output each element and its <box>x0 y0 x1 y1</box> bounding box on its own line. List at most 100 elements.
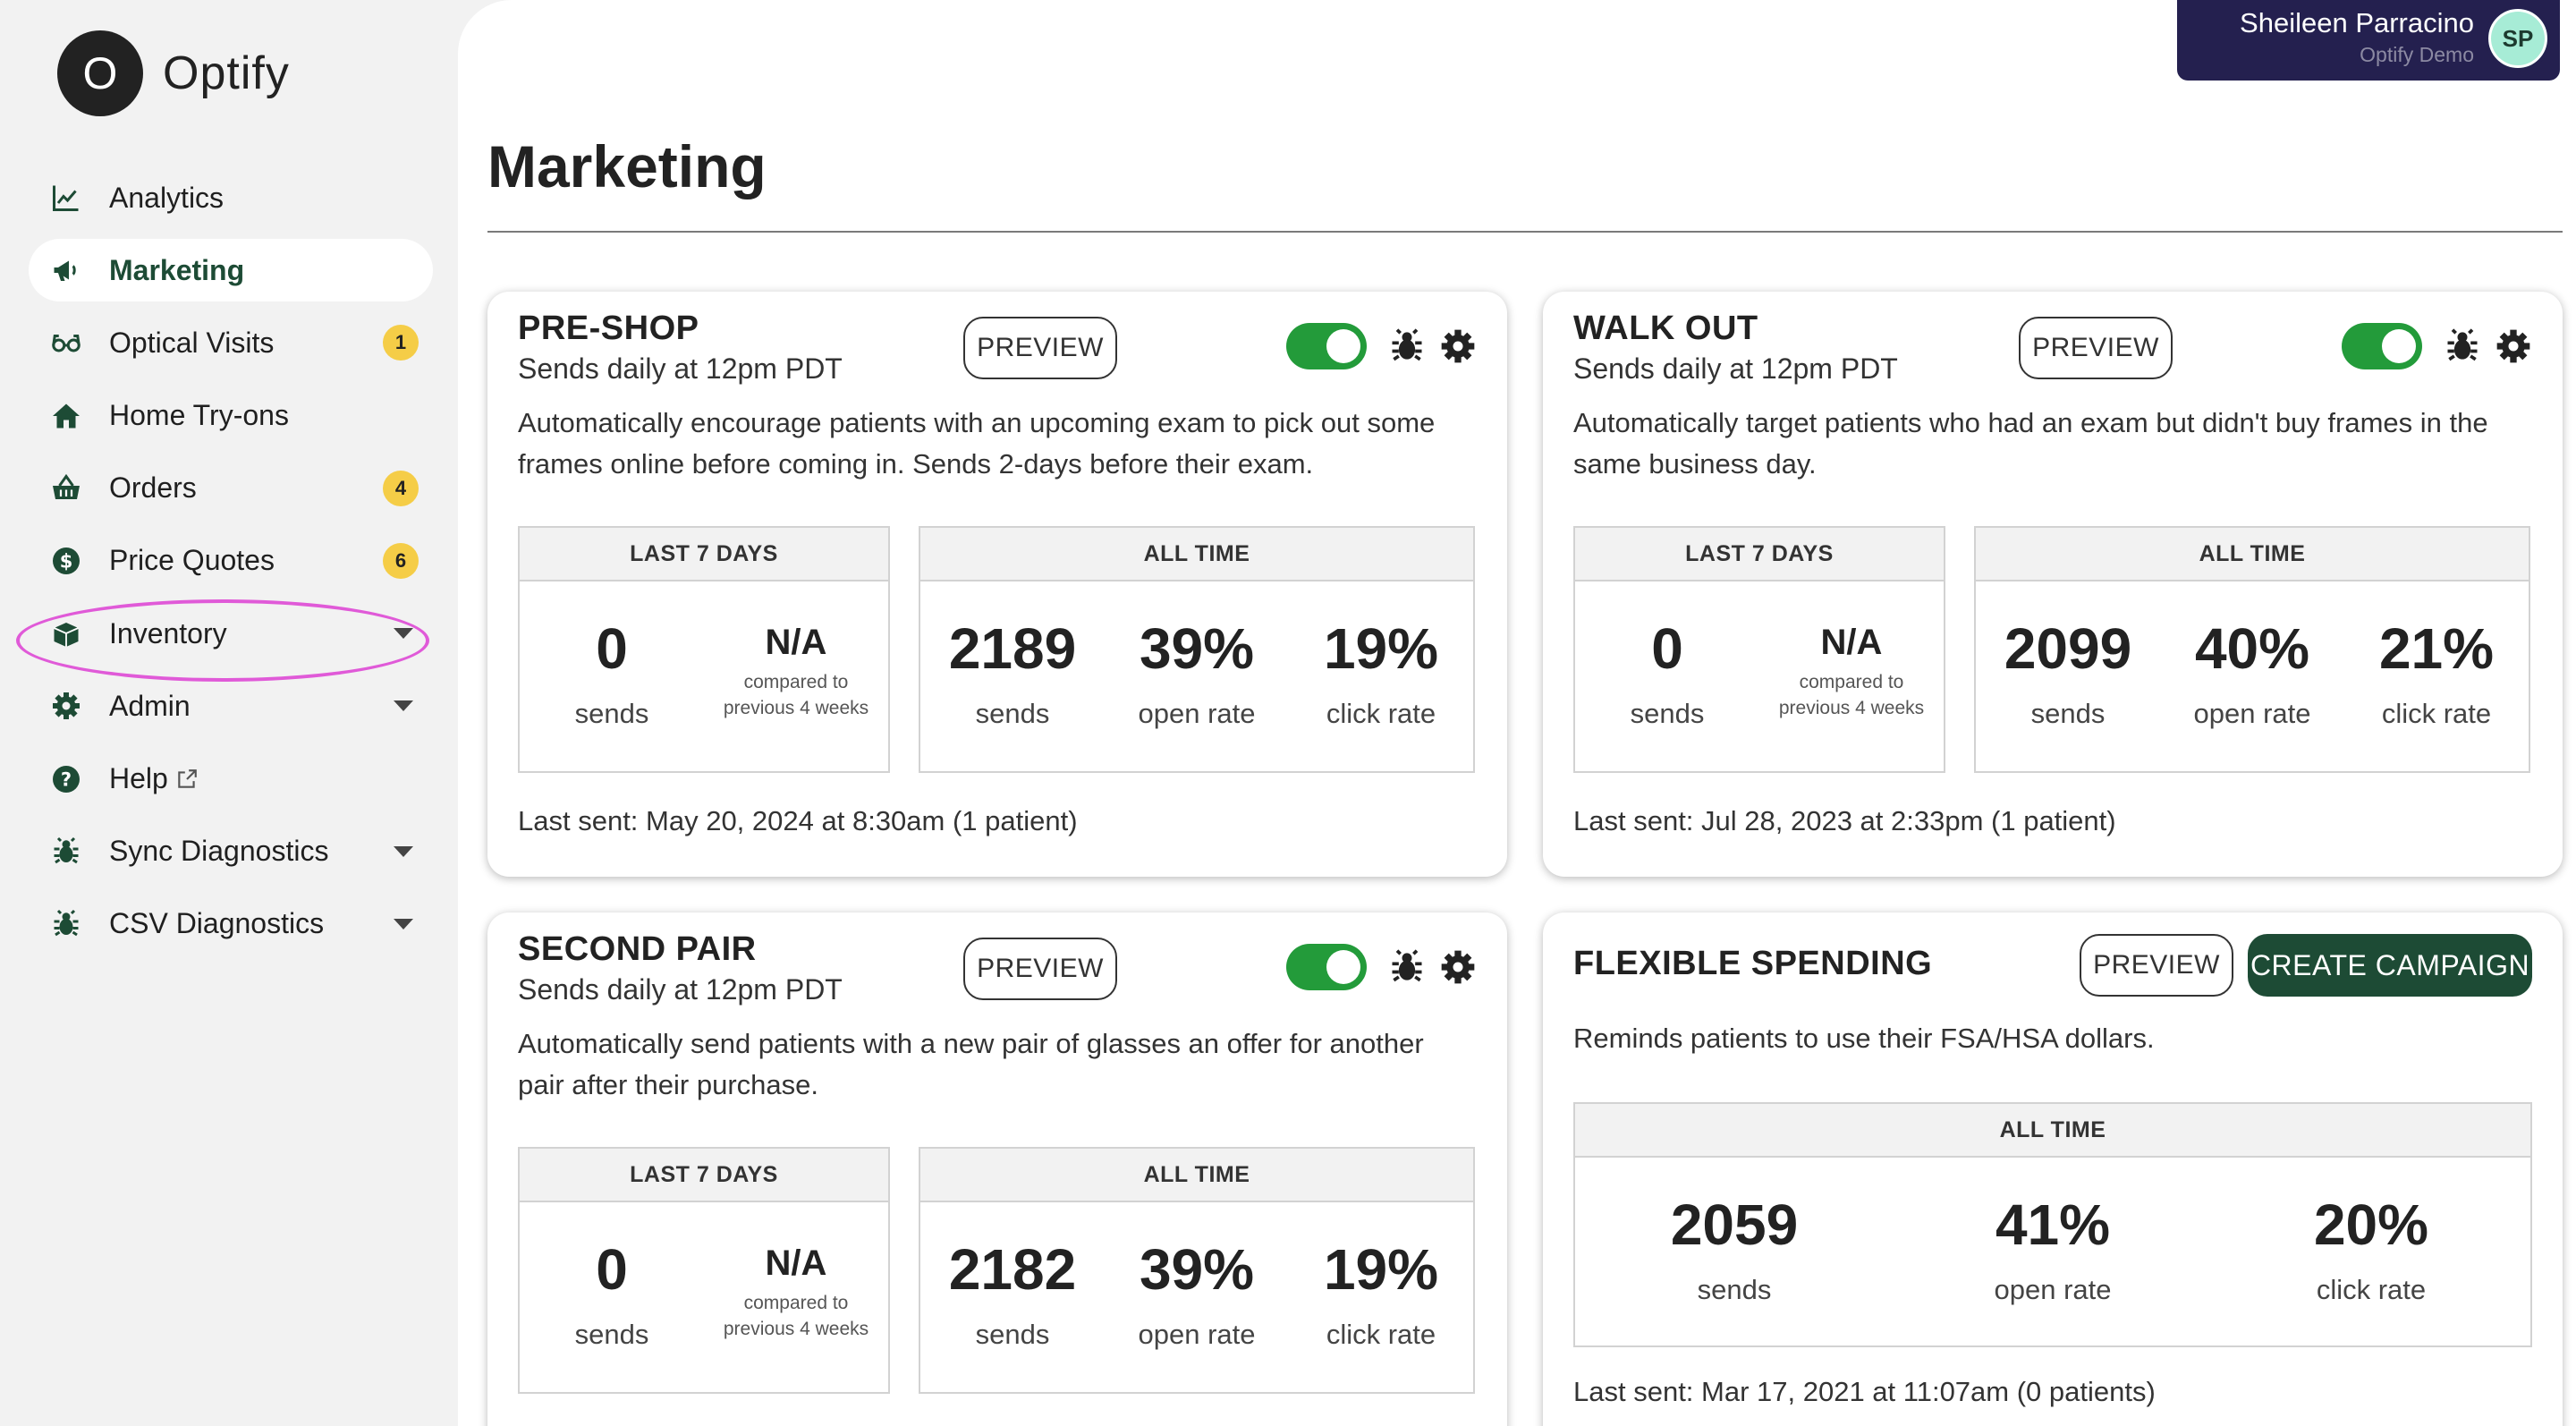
title-divider <box>487 231 2563 233</box>
preview-button[interactable]: PREVIEW <box>963 938 1117 1000</box>
comparison-value: N/A <box>765 623 827 662</box>
avatar[interactable]: SP <box>2485 5 2551 72</box>
description-line: Automatically target patients who had an… <box>1573 407 2488 438</box>
open-rate-label: open rate <box>1138 1319 1256 1350</box>
open-rate-label: open rate <box>2193 698 2311 729</box>
glasses-icon <box>47 325 86 361</box>
enable-toggle[interactable] <box>1286 944 1367 990</box>
dollar-icon: $ <box>47 543 86 579</box>
sidebar-item-home-try-ons[interactable]: Home Try-ons <box>29 385 433 447</box>
preview-button[interactable]: PREVIEW <box>963 317 1117 379</box>
chevron-down-icon[interactable] <box>394 918 413 929</box>
sends-value: 0 <box>596 1237 628 1302</box>
home-icon <box>47 398 86 434</box>
sends-label: sends <box>975 698 1050 729</box>
create-campaign-button[interactable]: CREATE CAMPAIGN <box>2248 934 2532 997</box>
last-sent-text: Last sent: Mar 17, 2021 at 11:07am (0 pa… <box>1573 1376 2156 1407</box>
sidebar-item-label: Help <box>109 762 168 794</box>
chevron-down-icon[interactable] <box>394 700 413 712</box>
campaign-schedule: Sends daily at 12pm PDT <box>1573 352 1898 385</box>
sidebar-item-label: Sync Diagnostics <box>109 835 329 868</box>
description-line: frames online before coming in. Sends 2-… <box>518 448 1314 480</box>
gear-icon[interactable] <box>2494 327 2533 366</box>
campaign-description: Automatically encourage patients with an… <box>518 403 1435 485</box>
bug-icon[interactable] <box>2443 327 2482 366</box>
megaphone-icon <box>47 252 86 288</box>
sidebar-item-orders[interactable]: Orders 4 <box>29 457 433 520</box>
brand-logo[interactable]: O Optify <box>57 30 290 116</box>
open-rate-value: 39% <box>1139 616 1255 681</box>
sidebar-item-label: CSV Diagnostics <box>109 907 325 940</box>
all-time-stats: ALL TIME 2182 sends 39% open rate 19% cl… <box>919 1147 1475 1394</box>
sidebar-item-help[interactable]: ? Help <box>29 748 433 811</box>
sends-label: sends <box>574 1319 649 1350</box>
sends-label: sends <box>1630 698 1705 729</box>
sends-value: 0 <box>596 616 628 681</box>
sends-label: sends <box>975 1319 1050 1350</box>
last-sent-text: Last sent: May 20, 2024 at 8:30am (1 pat… <box>518 805 1078 836</box>
preview-button[interactable]: PREVIEW <box>2080 934 2233 997</box>
count-badge: 6 <box>383 542 419 579</box>
all-time-stats: ALL TIME 2059 sends 41% open rate 20% cl… <box>1573 1102 2532 1347</box>
gear-icon <box>47 688 86 724</box>
sends-value: 2189 <box>948 616 1077 681</box>
sends-label: sends <box>1697 1274 1772 1305</box>
stats-header: ALL TIME <box>1976 528 2529 581</box>
sidebar-item-label: Marketing <box>109 253 245 286</box>
sends-value: 2059 <box>1670 1193 1799 1257</box>
campaign-title: SECOND PAIR <box>518 930 757 968</box>
sidebar-item-price-quotes[interactable]: $ Price Quotes 6 <box>29 530 433 592</box>
sends-value: 2182 <box>948 1237 1077 1302</box>
stats-header: ALL TIME <box>920 528 1473 581</box>
sends-value: 0 <box>1651 616 1683 681</box>
comparison-note: compared to previous 4 weeks <box>723 672 869 718</box>
sidebar: O Optify Analytics Marketing Optical Vis… <box>0 0 458 1426</box>
bug-icon[interactable] <box>1387 327 1427 366</box>
sidebar-item-sync-diagnostics[interactable]: Sync Diagnostics <box>29 820 433 883</box>
gear-icon[interactable] <box>1438 947 1478 987</box>
last-7-days-stats: LAST 7 DAYS 0 sends N/A compared to prev… <box>1573 526 1945 773</box>
bug-icon[interactable] <box>1387 947 1427 987</box>
open-rate-value: 39% <box>1139 1237 1255 1302</box>
page-title: Marketing <box>487 133 767 199</box>
user-menu[interactable]: Sheileen Parracino Optify Demo SP <box>2177 0 2560 81</box>
preview-button[interactable]: PREVIEW <box>2019 317 2173 379</box>
sidebar-item-marketing[interactable]: Marketing <box>29 239 433 302</box>
enable-toggle[interactable] <box>2342 323 2422 369</box>
logo-icon: O <box>57 30 143 116</box>
chart-line-icon <box>47 180 86 216</box>
question-icon: ? <box>47 761 86 797</box>
sends-label: sends <box>574 698 649 729</box>
basket-icon <box>47 471 86 506</box>
user-name: Sheileen Parracino <box>2240 7 2474 38</box>
sends-label: sends <box>2030 698 2106 729</box>
sends-value: 2099 <box>2004 616 2132 681</box>
description-line: pair after their purchase. <box>518 1069 819 1100</box>
count-badge: 1 <box>383 325 419 361</box>
click-rate-value: 19% <box>1323 616 1439 681</box>
sidebar-item-optical-visits[interactable]: Optical Visits 1 <box>29 311 433 374</box>
click-rate-value: 19% <box>1323 1237 1439 1302</box>
stats-header: ALL TIME <box>1575 1104 2530 1158</box>
click-rate-label: click rate <box>2316 1274 2427 1305</box>
stats-header: LAST 7 DAYS <box>1575 528 1944 581</box>
click-rate-label: click rate <box>1326 698 1436 729</box>
description-line: Reminds patients to use their FSA/HSA do… <box>1573 1023 2155 1054</box>
enable-toggle[interactable] <box>1286 323 1367 369</box>
sidebar-item-csv-diagnostics[interactable]: CSV Diagnostics <box>29 893 433 955</box>
sidebar-item-admin[interactable]: Admin <box>29 675 433 737</box>
sidebar-item-label: Admin <box>109 689 191 722</box>
click-rate-value: 21% <box>2378 616 2495 681</box>
click-rate-label: click rate <box>2381 698 2492 729</box>
open-rate-value: 40% <box>2194 616 2310 681</box>
comparison-value: N/A <box>765 1244 827 1283</box>
sidebar-item-analytics[interactable]: Analytics <box>29 166 433 229</box>
chevron-down-icon[interactable] <box>394 845 413 857</box>
bug-icon <box>47 906 86 942</box>
last-7-days-stats: LAST 7 DAYS 0 sends N/A compared to prev… <box>518 1147 890 1394</box>
gear-icon[interactable] <box>1438 327 1478 366</box>
campaign-description: Automatically target patients who had an… <box>1573 403 2488 485</box>
click-rate-label: click rate <box>1326 1319 1436 1350</box>
comparison-value: N/A <box>1820 623 1883 662</box>
sidebar-item-label: Price Quotes <box>109 544 275 577</box>
